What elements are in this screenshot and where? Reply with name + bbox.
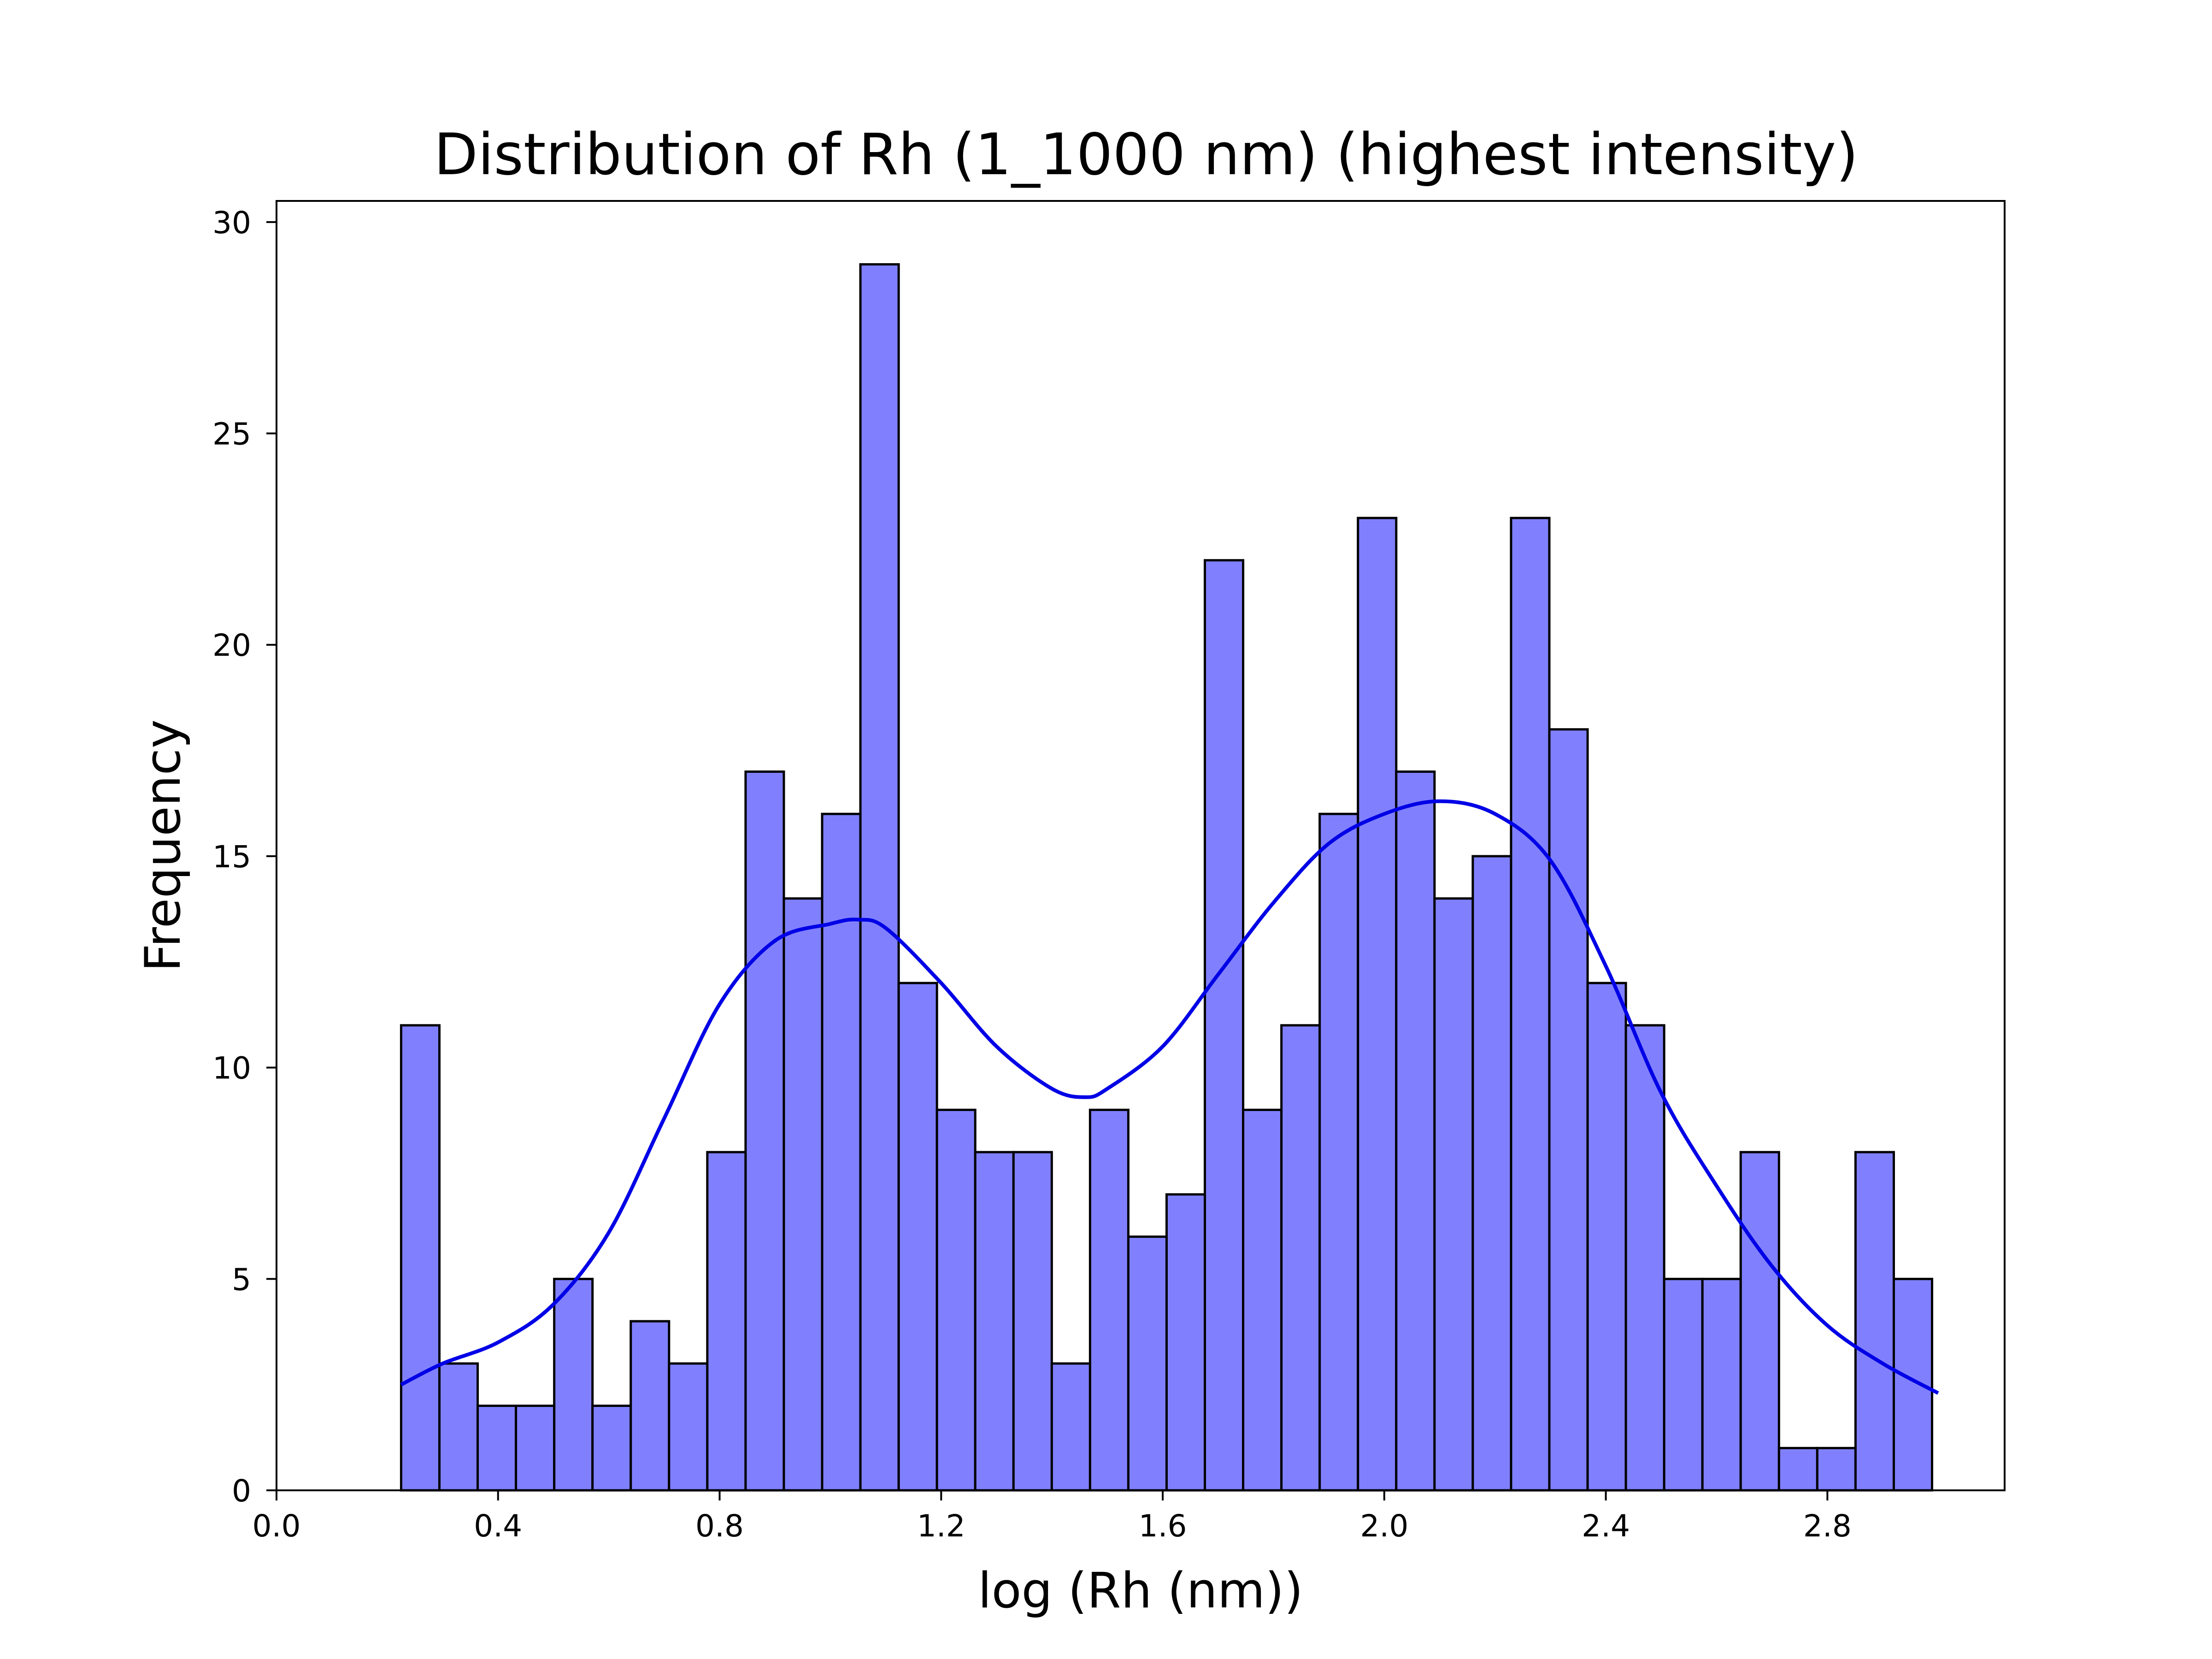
y-tick-label: 30 (212, 205, 251, 241)
histogram-bar (1395, 770, 1436, 1492)
histogram-bar (1204, 559, 1245, 1492)
histogram-bars (400, 263, 1934, 1492)
histogram-bar (1318, 812, 1359, 1492)
x-axis-label: log (Rh (nm)) (978, 1562, 1303, 1619)
x-tick-label: 2.0 (1360, 1508, 1408, 1544)
histogram-bar (1127, 1235, 1168, 1492)
histogram-bar (591, 1405, 632, 1492)
histogram-bar (629, 1320, 671, 1492)
histogram-bar (782, 897, 824, 1492)
y-axis-label: Frequency (135, 719, 191, 972)
histogram-bar (1510, 517, 1551, 1492)
histogram-bar (897, 982, 938, 1492)
x-tick-label: 0.8 (695, 1508, 744, 1544)
histogram-bar (1165, 1193, 1206, 1492)
histogram-bar (668, 1362, 709, 1492)
histogram-bar (859, 263, 900, 1492)
y-axis-ticks: 0 5 10 15 20 25 30 (212, 205, 276, 1509)
histogram-bar (1816, 1447, 1857, 1492)
histogram-bar (477, 1405, 518, 1492)
histogram-bar (1242, 1108, 1283, 1492)
chart-title: Distribution of Rh (1_1000 nm) (highest … (434, 122, 1859, 188)
histogram-bar (1471, 855, 1512, 1492)
histogram-bar (1701, 1277, 1742, 1492)
plot-area-frame (276, 200, 2006, 1491)
histogram-bar (1624, 1024, 1665, 1492)
x-tick-label: 0.0 (253, 1508, 301, 1544)
histogram-bar (1433, 897, 1474, 1492)
x-axis-ticks: 0.0 0.4 0.8 1.2 1.6 2.0 2.4 2.8 (253, 1490, 1852, 1544)
histogram-bar (1548, 728, 1589, 1492)
x-tick-label: 2.8 (1803, 1508, 1852, 1544)
histogram-bar (935, 1108, 977, 1492)
histogram-bar (706, 1151, 747, 1492)
histogram-bar (1854, 1151, 1895, 1492)
histogram-bar (438, 1362, 479, 1492)
x-tick-label: 1.2 (917, 1508, 965, 1544)
y-tick-label: 15 (212, 839, 251, 875)
x-tick-label: 0.4 (474, 1508, 522, 1544)
histogram-bar (515, 1405, 556, 1492)
y-tick-label: 25 (212, 417, 251, 452)
histogram-bar (1357, 517, 1398, 1492)
histogram-bar (1892, 1277, 1934, 1492)
y-tick-label: 20 (212, 628, 251, 663)
histogram-bar (1663, 1277, 1704, 1492)
histogram-bar (1088, 1108, 1130, 1492)
histogram-bar (1586, 982, 1627, 1492)
x-tick-label: 1.6 (1139, 1508, 1187, 1544)
histogram-bar (400, 1024, 441, 1492)
y-tick-label: 10 (212, 1051, 251, 1086)
x-tick-label: 2.4 (1582, 1508, 1630, 1544)
histogram-bar (1739, 1151, 1780, 1492)
histogram-bar (974, 1151, 1015, 1492)
histogram-bar (1012, 1151, 1053, 1492)
kde-curve (400, 799, 1939, 1395)
y-tick-label: 5 (232, 1262, 251, 1297)
histogram-bar (821, 812, 862, 1492)
y-tick-label: 0 (232, 1473, 251, 1509)
histogram-bar (1777, 1447, 1818, 1492)
histogram-bar (744, 770, 785, 1492)
histogram-bar (1280, 1024, 1321, 1492)
histogram-bar (1050, 1362, 1091, 1492)
histogram-bar (553, 1277, 594, 1492)
